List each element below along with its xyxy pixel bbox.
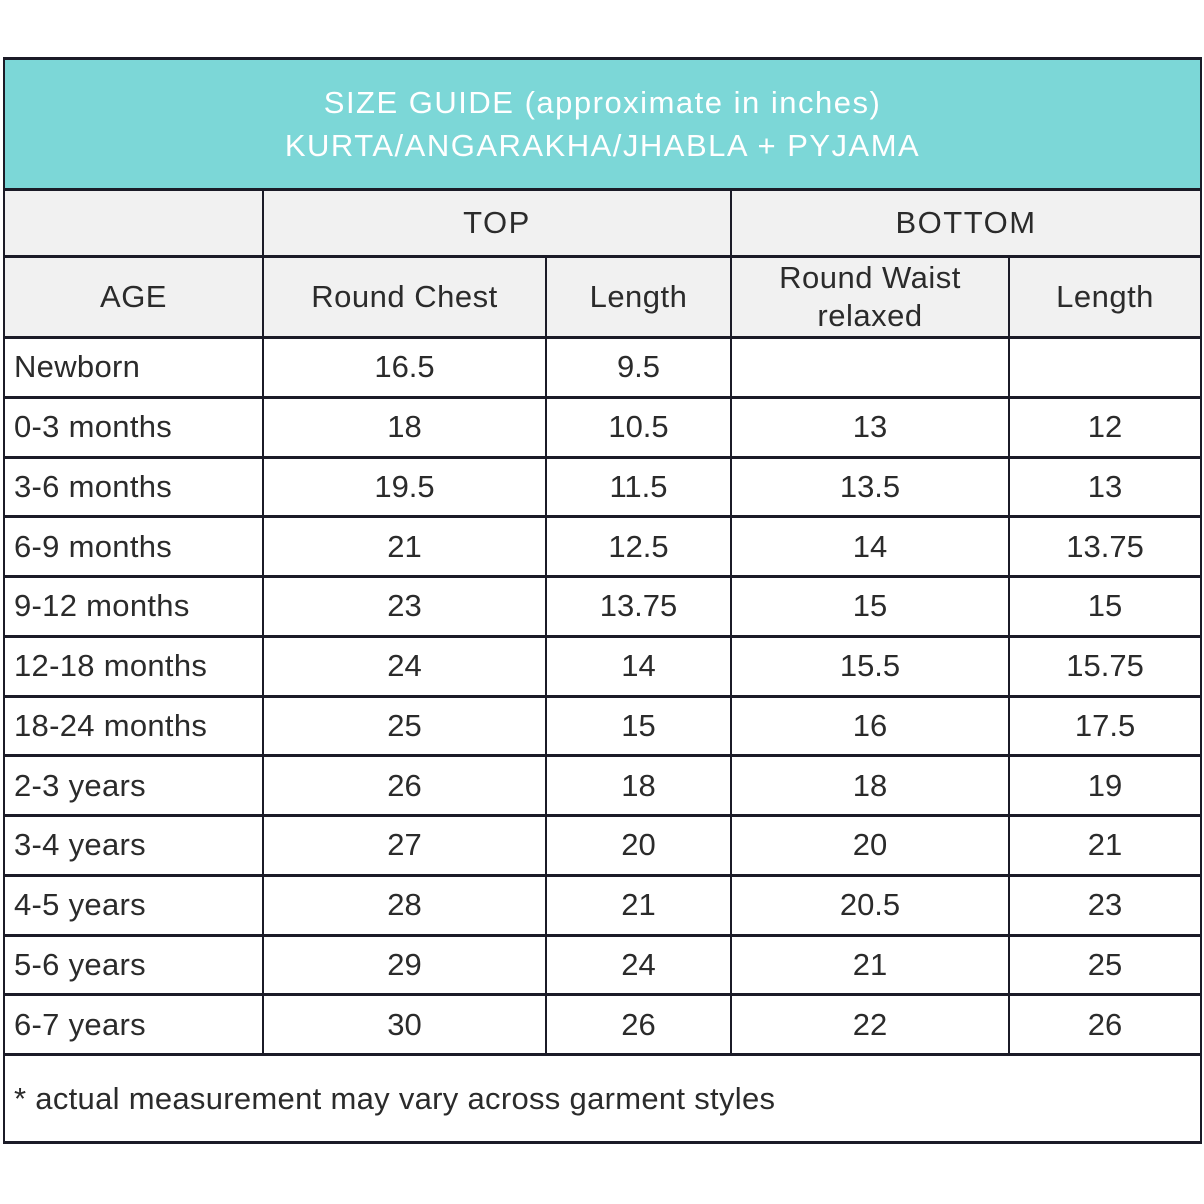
- round-waist-cell: 14: [730, 515, 1010, 578]
- round-chest-cell: 23: [262, 575, 547, 638]
- round-chest-cell: 29: [262, 933, 547, 997]
- round-waist-cell: 20: [730, 814, 1010, 877]
- round-chest-cell: 25: [262, 694, 547, 758]
- table-row: Newborn 16.5 9.5: [3, 336, 1203, 399]
- round-chest-cell: 19.5: [262, 455, 547, 519]
- bottom-length-cell: 15.75: [1007, 634, 1203, 698]
- column-header-age: AGE: [3, 255, 264, 339]
- bottom-length-cell: 12: [1007, 395, 1203, 459]
- table-row: 3-6 months 19.5 11.5 13.5 13: [3, 455, 1203, 519]
- top-length-cell: 21: [545, 873, 732, 937]
- round-waist-cell: 13: [730, 395, 1010, 459]
- table-row: 3-4 years 27 20 20 21: [3, 814, 1203, 877]
- group-header-row: TOP BOTTOM: [3, 188, 1203, 258]
- table-row: 5-6 years 29 24 21 25: [3, 933, 1203, 997]
- table-row: 0-3 months 18 10.5 13 12: [3, 395, 1203, 459]
- bottom-length-cell: 13: [1007, 455, 1203, 519]
- bottom-length-cell: 23: [1007, 873, 1203, 937]
- round-chest-cell: 27: [262, 814, 547, 877]
- table-row: 12-18 months 24 14 15.5 15.75: [3, 634, 1203, 698]
- table-row: 4-5 years 28 21 20.5 23: [3, 873, 1203, 937]
- top-length-cell: 26: [545, 993, 732, 1056]
- size-guide-table: SIZE GUIDE (approximate in inches) KURTA…: [2, 57, 1203, 1144]
- title-row: SIZE GUIDE (approximate in inches) KURTA…: [2, 57, 1203, 191]
- round-chest-cell: 16.5: [262, 336, 547, 399]
- column-header-round-waist: Round Waist relaxed: [730, 255, 1010, 339]
- size-guide-title: SIZE GUIDE (approximate in inches) KURTA…: [2, 57, 1203, 191]
- round-chest-cell: 28: [262, 873, 547, 937]
- table-row: 18-24 months 25 15 16 17.5: [3, 694, 1203, 758]
- top-length-cell: 12.5: [545, 515, 732, 578]
- round-chest-cell: 26: [262, 754, 547, 817]
- round-waist-cell: 13.5: [730, 455, 1010, 519]
- age-cell: 6-9 months: [3, 515, 264, 578]
- age-cell: 18-24 months: [3, 694, 264, 758]
- group-bottom-label: BOTTOM: [729, 188, 1203, 258]
- top-length-cell: 24: [545, 933, 732, 997]
- bottom-length-cell: 26: [1007, 993, 1203, 1056]
- round-waist-cell: 18: [730, 754, 1010, 817]
- title-line-1: SIZE GUIDE (approximate in inches): [323, 85, 882, 120]
- age-cell: Newborn: [3, 336, 264, 399]
- age-cell: 3-4 years: [3, 814, 264, 877]
- top-length-cell: 13.75: [545, 575, 732, 638]
- column-header-bottom-length: Length: [1007, 255, 1203, 339]
- round-waist-cell: 16: [730, 694, 1010, 758]
- title-line-2: KURTA/ANGARAKHA/JHABLA + PYJAMA: [284, 128, 921, 163]
- round-waist-cell: 20.5: [730, 873, 1010, 937]
- bottom-length-cell: 21: [1007, 814, 1203, 877]
- bottom-length-cell: 15: [1007, 575, 1203, 638]
- round-waist-cell: [730, 336, 1010, 399]
- top-length-cell: 11.5: [545, 455, 732, 519]
- column-header-round-chest: Round Chest: [262, 255, 547, 339]
- top-length-cell: 20: [545, 814, 732, 877]
- group-top-label: TOP: [262, 188, 732, 258]
- table-row: 2-3 years 26 18 18 19: [3, 754, 1203, 817]
- age-cell: 12-18 months: [3, 634, 264, 698]
- footnote-row: * actual measurement may vary across gar…: [2, 1053, 1203, 1144]
- bottom-length-cell: 19: [1007, 754, 1203, 817]
- table-row: 9-12 months 23 13.75 15 15: [3, 575, 1203, 638]
- top-length-cell: 18: [545, 754, 732, 817]
- round-chest-cell: 24: [262, 634, 547, 698]
- bottom-length-cell: 25: [1007, 933, 1203, 997]
- age-cell: 2-3 years: [3, 754, 264, 817]
- table-row: 6-7 years 30 26 22 26: [3, 993, 1203, 1056]
- top-length-cell: 14: [545, 634, 732, 698]
- table-row: 6-9 months 21 12.5 14 13.75: [3, 515, 1203, 578]
- top-length-cell: 9.5: [545, 336, 732, 399]
- round-chest-cell: 18: [262, 395, 547, 459]
- round-waist-cell: 15: [730, 575, 1010, 638]
- footnote-text: * actual measurement may vary across gar…: [2, 1053, 1203, 1144]
- age-cell: 5-6 years: [3, 933, 264, 997]
- top-length-cell: 10.5: [545, 395, 732, 459]
- round-waist-cell: 21: [730, 933, 1010, 997]
- bottom-length-cell: 17.5: [1007, 694, 1203, 758]
- age-cell: 3-6 months: [3, 455, 264, 519]
- top-length-cell: 15: [545, 694, 732, 758]
- age-cell: 0-3 months: [3, 395, 264, 459]
- round-waist-cell: 15.5: [730, 634, 1010, 698]
- round-chest-cell: 21: [262, 515, 547, 578]
- bottom-length-cell: 13.75: [1007, 515, 1203, 578]
- age-cell: 4-5 years: [3, 873, 264, 937]
- bottom-length-cell: [1007, 336, 1203, 399]
- column-header-row: AGE Round Chest Length Round Waist relax…: [3, 255, 1203, 339]
- round-waist-cell: 22: [730, 993, 1010, 1056]
- round-chest-cell: 30: [262, 993, 547, 1056]
- age-cell: 6-7 years: [3, 993, 264, 1056]
- group-spacer-cell: [3, 188, 264, 258]
- age-cell: 9-12 months: [3, 575, 264, 638]
- column-header-top-length: Length: [545, 255, 732, 339]
